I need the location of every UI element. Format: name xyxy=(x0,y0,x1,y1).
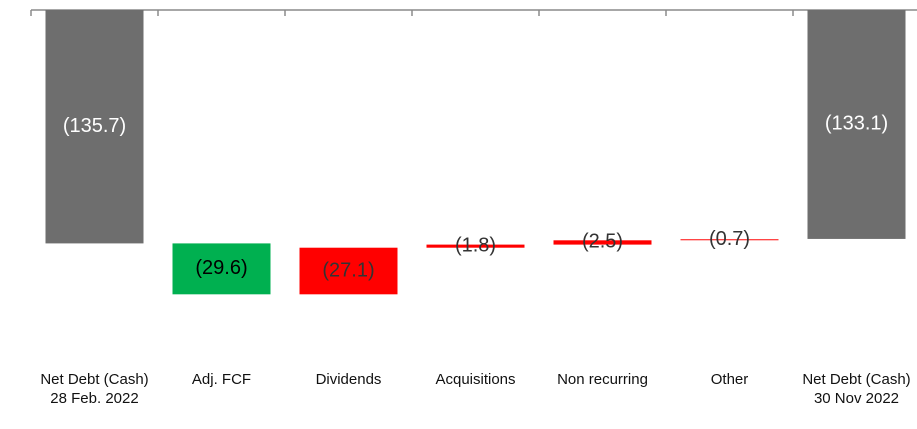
category-label: Net Debt (Cash) 28 Feb. 2022 xyxy=(40,371,149,407)
category-label: Net Debt (Cash) 30 Nov 2022 xyxy=(802,371,911,407)
value-label: (1.8) xyxy=(455,234,496,256)
bar xyxy=(172,243,271,295)
category-label: Adj. FCF xyxy=(191,371,252,388)
bar xyxy=(299,247,398,295)
bar xyxy=(45,10,144,244)
value-label: (0.7) xyxy=(709,228,750,250)
category-label: Non recurring xyxy=(557,371,648,388)
bar xyxy=(807,10,906,239)
bar xyxy=(426,244,525,248)
bar xyxy=(680,239,779,241)
category-label: Dividends xyxy=(315,371,382,388)
category-label: Other xyxy=(710,371,749,388)
category-label: Acquisitions xyxy=(435,371,516,388)
value-label: (2.5) xyxy=(582,231,623,253)
value-label: (29.6) xyxy=(195,257,247,279)
value-label: (27.1) xyxy=(322,259,374,281)
bar xyxy=(553,240,652,245)
value-label: (135.7) xyxy=(63,115,126,137)
value-label: (133.1) xyxy=(825,113,888,135)
